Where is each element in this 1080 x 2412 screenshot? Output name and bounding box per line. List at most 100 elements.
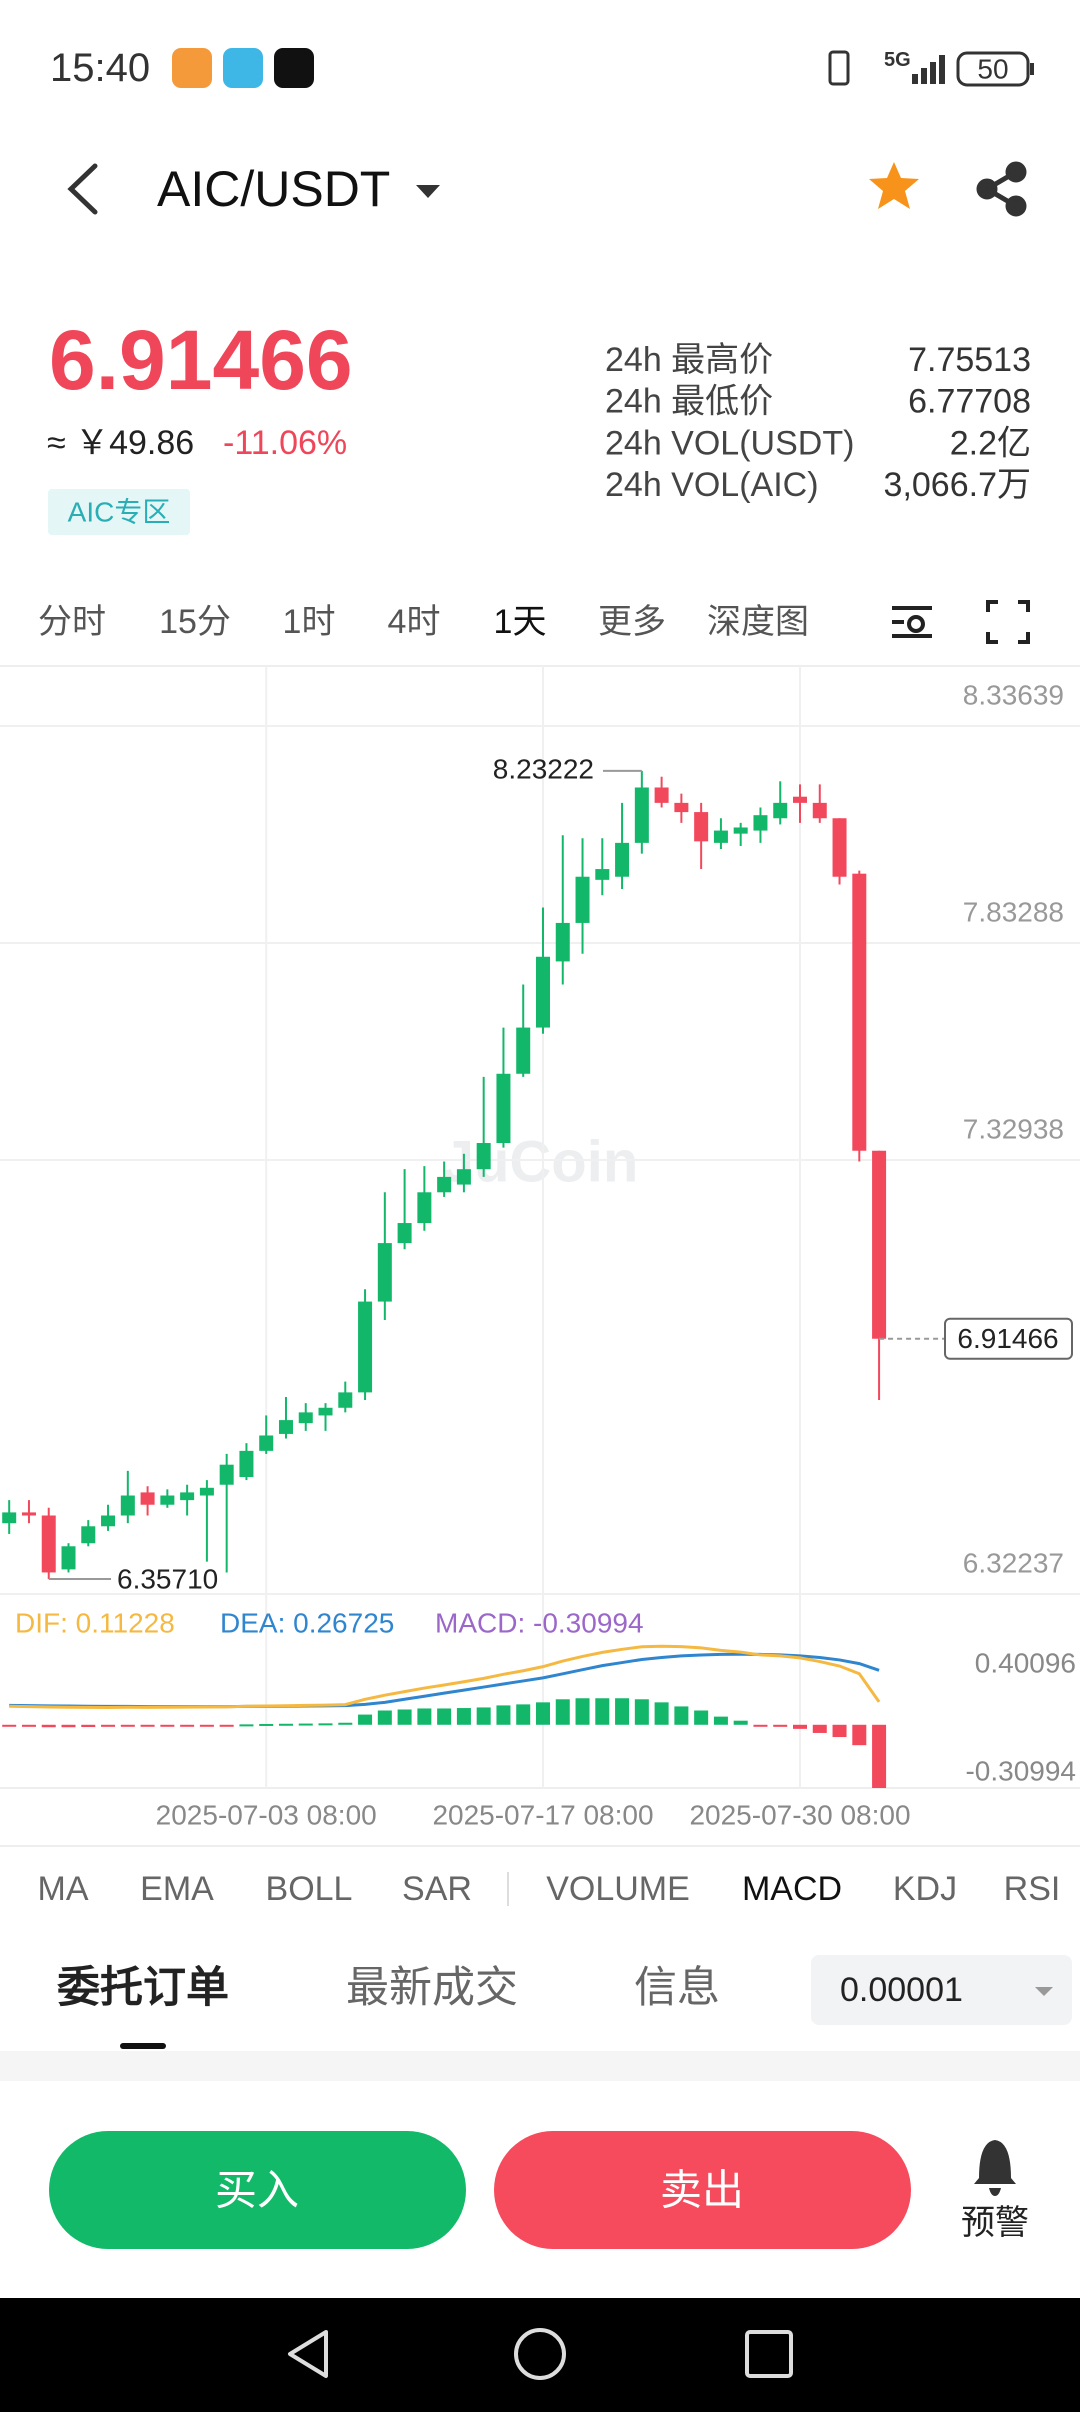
macd-bar bbox=[575, 1698, 590, 1725]
pair-title: AIC/USDT bbox=[157, 161, 390, 217]
indicator-tab[interactable]: EMA bbox=[140, 1870, 214, 1908]
macd-legend: DEA: 0.26725 bbox=[220, 1608, 394, 1639]
sell-button[interactable] bbox=[494, 2131, 911, 2249]
share-button[interactable] bbox=[976, 161, 1027, 217]
timeframe-tab[interactable]: 分时 bbox=[38, 603, 106, 641]
y-tick-label: 6.32237 bbox=[963, 1548, 1064, 1579]
app-icon bbox=[274, 48, 314, 88]
time: 15:40 bbox=[50, 46, 150, 90]
macd-y-tick-label: 0.40096 bbox=[975, 1648, 1076, 1679]
app-icon bbox=[172, 48, 212, 88]
low-annotation: 6.35710 bbox=[117, 1564, 218, 1595]
macd-bar bbox=[555, 1699, 570, 1725]
indicator-tab[interactable]: BOLL bbox=[266, 1870, 353, 1908]
candle-body bbox=[298, 1412, 313, 1424]
back-button[interactable] bbox=[67, 163, 98, 215]
last-price-label: 6.91466 bbox=[957, 1323, 1058, 1354]
macd-bar bbox=[338, 1722, 353, 1725]
candle-body bbox=[535, 956, 550, 1028]
macd-bar bbox=[358, 1714, 373, 1725]
fullscreen-button[interactable] bbox=[986, 600, 1030, 644]
macd-bar bbox=[713, 1716, 728, 1725]
nav-bar bbox=[0, 2298, 1080, 2412]
macd-bar bbox=[437, 1708, 452, 1725]
indicator-tab[interactable]: MA bbox=[38, 1870, 89, 1908]
macd-bar bbox=[694, 1710, 709, 1725]
macd-bar bbox=[278, 1723, 293, 1726]
candle-body bbox=[101, 1515, 116, 1527]
nav-home[interactable] bbox=[514, 2328, 566, 2380]
candle-body bbox=[338, 1392, 353, 1408]
candle-body bbox=[654, 787, 669, 803]
macd-bar bbox=[259, 1723, 274, 1726]
candle-body bbox=[694, 812, 709, 842]
macd-bar bbox=[812, 1724, 827, 1733]
battery-icon bbox=[956, 51, 1030, 87]
macd-bar bbox=[239, 1724, 254, 1727]
indicator-tab[interactable]: KDJ bbox=[893, 1870, 957, 1908]
signal-icon bbox=[912, 55, 945, 84]
candle-body bbox=[180, 1492, 195, 1501]
indicator-tab[interactable]: SAR bbox=[402, 1870, 472, 1908]
candle-body bbox=[21, 1512, 36, 1516]
chart-settings-icon[interactable] bbox=[892, 606, 932, 638]
favorite-star[interactable] bbox=[869, 162, 919, 209]
battery: 50 bbox=[977, 54, 1008, 85]
macd-bar bbox=[318, 1723, 333, 1726]
vibrate-icon bbox=[828, 50, 850, 86]
macd-bar bbox=[120, 1724, 135, 1727]
macd-legend: DIF: 0.11228 bbox=[15, 1608, 175, 1639]
order-tab[interactable]: 委托订单 bbox=[57, 1964, 229, 2012]
timeframe-tab[interactable]: 1时 bbox=[283, 603, 336, 641]
candle-body bbox=[812, 802, 827, 819]
macd-bar bbox=[793, 1724, 807, 1729]
indicator-tab[interactable]: VOLUME bbox=[546, 1870, 690, 1908]
candle-body bbox=[516, 1027, 531, 1074]
indicator-tab[interactable]: RSI bbox=[1004, 1870, 1061, 1908]
timeframe-tab[interactable]: 15分 bbox=[159, 603, 231, 641]
candle-body bbox=[634, 787, 649, 843]
candle-body bbox=[417, 1192, 432, 1224]
macd-bar bbox=[41, 1724, 56, 1728]
macd-bar bbox=[140, 1724, 155, 1727]
order-tab[interactable]: 最新成交 bbox=[346, 1964, 518, 2012]
candle-body bbox=[81, 1526, 96, 1544]
macd-bar bbox=[872, 1724, 887, 1788]
x-tick-label: 2025-07-03 08:00 bbox=[156, 1800, 377, 1831]
stat-label: 24h 最低价 bbox=[605, 383, 773, 421]
last-price: 6.91466 bbox=[49, 313, 353, 407]
macd-legend: MACD: -0.30994 bbox=[435, 1608, 644, 1639]
candle-body bbox=[278, 1420, 293, 1434]
zone-tag-bg[interactable] bbox=[48, 489, 190, 535]
nav-back[interactable] bbox=[288, 2330, 328, 2378]
timeframe-tab[interactable]: 深度图 bbox=[707, 603, 809, 641]
nav-recent[interactable] bbox=[745, 2330, 793, 2378]
candle-body bbox=[733, 827, 748, 834]
stat-label: 24h VOL(AIC) bbox=[605, 466, 819, 504]
macd-bar bbox=[101, 1724, 116, 1727]
macd-bar bbox=[496, 1705, 511, 1725]
macd-bar bbox=[298, 1723, 313, 1726]
timeframe-tab[interactable]: 4时 bbox=[388, 603, 441, 641]
watermark: JuCoin bbox=[442, 1130, 639, 1195]
stat-value: 7.75513 bbox=[908, 341, 1031, 379]
candle-body bbox=[575, 876, 590, 923]
alert-icon[interactable] bbox=[974, 2140, 1016, 2196]
timeframe-tab[interactable]: 更多 bbox=[598, 603, 666, 641]
macd-bar bbox=[456, 1708, 471, 1725]
stat-value: 6.77708 bbox=[908, 383, 1031, 421]
timeframe-tab[interactable]: 1天 bbox=[494, 603, 547, 641]
macd-bar bbox=[516, 1704, 531, 1725]
macd-bar bbox=[21, 1724, 36, 1727]
candle-body bbox=[713, 830, 728, 843]
indicator-tab[interactable]: MACD bbox=[742, 1870, 842, 1908]
candle-body bbox=[160, 1495, 175, 1505]
buy-button[interactable] bbox=[49, 2131, 466, 2249]
candle-body bbox=[437, 1176, 452, 1193]
candle-body bbox=[496, 1073, 511, 1144]
macd-bar bbox=[634, 1699, 649, 1725]
pair-dropdown[interactable] bbox=[416, 185, 440, 198]
network: 5G bbox=[884, 49, 911, 71]
order-tab[interactable]: 信息 bbox=[634, 1964, 720, 2012]
precision-select[interactable] bbox=[811, 1955, 1072, 2025]
